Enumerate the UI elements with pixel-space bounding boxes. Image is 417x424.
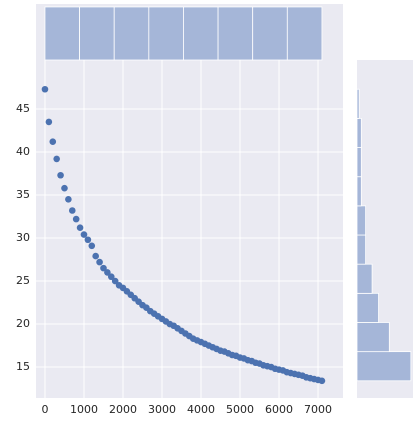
histogram-bar	[252, 6, 288, 61]
point	[49, 138, 57, 146]
histogram-bar	[356, 292, 379, 323]
point	[80, 231, 88, 238]
point	[61, 184, 68, 192]
point	[111, 277, 119, 285]
point	[104, 269, 111, 276]
histogram-bar	[79, 6, 115, 61]
point	[72, 215, 80, 223]
histogram-bar	[356, 234, 367, 265]
point	[53, 155, 60, 163]
histogram-bar	[356, 322, 390, 353]
y-tick-label: 25	[16, 274, 30, 287]
histogram-bar	[113, 6, 150, 61]
histogram-bar	[356, 88, 360, 119]
x-tick-label: 4000	[187, 403, 215, 416]
histogram-bar	[356, 263, 373, 294]
point	[92, 252, 99, 260]
point	[45, 118, 53, 126]
point	[100, 264, 107, 272]
point	[68, 207, 76, 214]
histogram-bar	[183, 6, 219, 61]
plot-background	[36, 60, 343, 398]
point	[65, 196, 72, 203]
histogram-bar	[356, 351, 412, 382]
point	[318, 377, 326, 385]
y-tick-label: 45	[16, 102, 30, 115]
x-tick-label: 7000	[304, 403, 332, 416]
histogram-bar	[356, 176, 362, 207]
x-tick-label: 0	[41, 403, 48, 416]
histogram-bar	[44, 6, 80, 61]
point	[107, 273, 115, 281]
y-tick-label: 20	[16, 317, 30, 330]
point	[96, 258, 103, 266]
y-tick-label: 30	[16, 231, 30, 244]
y-tick-label: 35	[16, 188, 30, 201]
histogram-bar	[356, 117, 362, 148]
histogram-bar	[356, 147, 362, 178]
x-tick-label: 2000	[109, 403, 137, 416]
x-tick-label: 5000	[226, 403, 254, 416]
point	[76, 224, 84, 232]
point	[88, 242, 96, 250]
x-tick-label: 6000	[265, 403, 293, 416]
point	[57, 171, 64, 179]
histogram-bar	[217, 6, 254, 61]
y-tick-label: 15	[16, 360, 30, 373]
x-tick-label: 1000	[70, 403, 98, 416]
x-tick-label: 3000	[148, 403, 176, 416]
histogram-bar	[148, 6, 184, 61]
histogram-bar	[356, 205, 367, 236]
histogram-bar	[286, 6, 323, 61]
y-tick-label: 40	[16, 145, 30, 158]
point	[84, 236, 92, 244]
point	[41, 85, 49, 93]
